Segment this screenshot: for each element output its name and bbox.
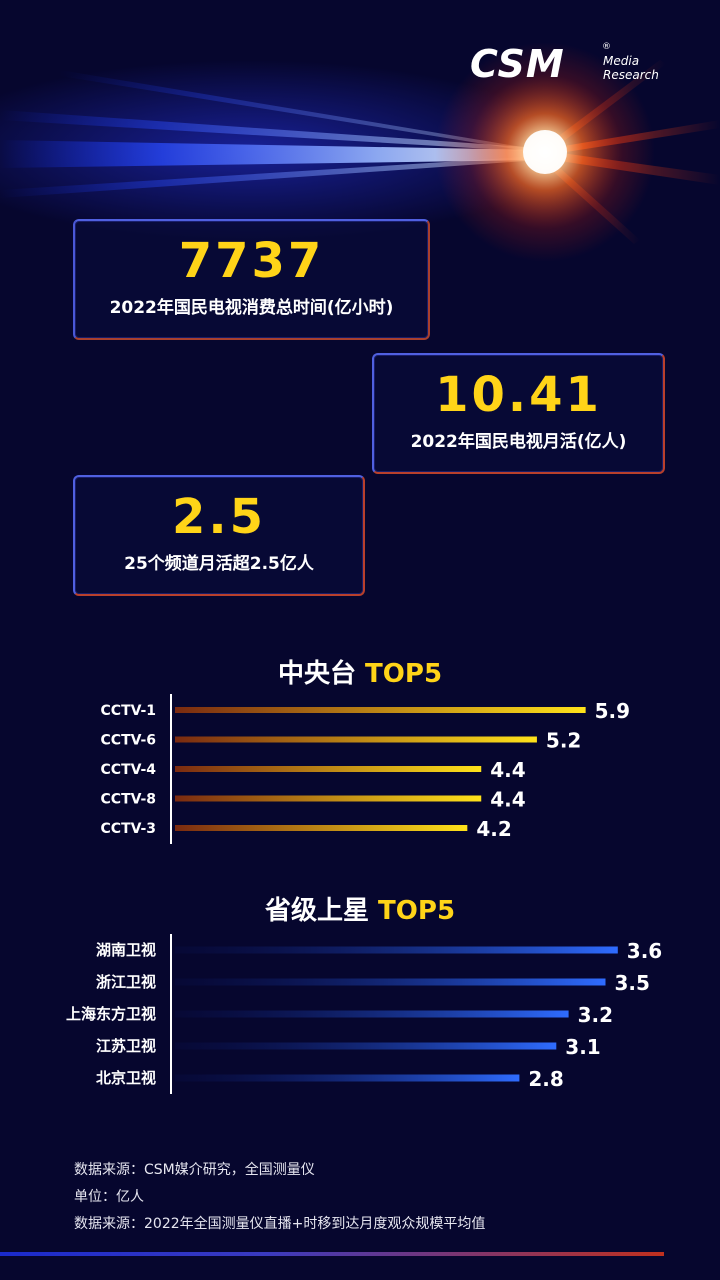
logo-media-text: Media: [603, 54, 640, 68]
stat-value: 7737: [178, 233, 325, 289]
category-label: CCTV-3: [101, 821, 156, 837]
stat-caption: 25个频道月活超2.5亿人: [124, 554, 314, 574]
cctv-chart-title-highlight: TOP5: [365, 659, 443, 689]
provincial-chart-title: 省级上星 TOP5: [0, 890, 720, 927]
stat-caption: 2022年国民电视消费总时间(亿小时): [109, 298, 394, 318]
bar: [175, 795, 482, 802]
category-label: 上海东方卫视: [66, 1005, 156, 1023]
value-label: 5.2: [546, 729, 581, 753]
bar: [175, 946, 618, 954]
value-label: 4.2: [476, 817, 511, 841]
cctv-top5-chart: CCTV-1 5.9 CCTV-6 5.2 CCTV-4 4.4 CCTV-8 4.4 CCTV…: [101, 694, 630, 844]
bar: [175, 825, 468, 831]
value-label: 3.2: [578, 1003, 613, 1027]
footer-method-line: 数据来源：2022年全国测量仪直播+时移到达月度观众规模平均值: [74, 1216, 486, 1232]
bar: [175, 1074, 520, 1082]
bottom-accent-line: [0, 1252, 664, 1256]
value-label: 2.8: [528, 1067, 563, 1091]
provincial-top5-chart: 湖南卫视 3.6 浙江卫视 3.5 上海东方卫视 3.2 江苏卫视 3.1 北京卫视 2.8: [66, 934, 662, 1094]
stat-value: 10.41: [435, 367, 602, 423]
category-label: CCTV-1: [101, 703, 156, 719]
value-label: 4.4: [490, 788, 525, 812]
bar: [175, 1042, 557, 1050]
stat-value: 2.5: [171, 489, 267, 545]
csm-logo: CSM ® Media Research: [470, 40, 670, 90]
bar: [175, 766, 482, 772]
stat-caption: 2022年国民电视月活(亿人): [410, 432, 627, 452]
bar: [175, 978, 606, 986]
category-label: 北京卫视: [96, 1069, 156, 1087]
stat-card-channels: 2.5 25个频道月活超2.5亿人: [73, 475, 365, 596]
logo-registered-mark: ®: [602, 42, 611, 52]
value-label: 4.4: [490, 758, 525, 782]
category-label: CCTV-6: [101, 733, 156, 749]
category-label: 江苏卫视: [96, 1037, 156, 1055]
bar: [175, 1010, 569, 1018]
bar: [175, 707, 586, 713]
footer-unit-line: 单位：亿人: [74, 1189, 144, 1205]
category-label: 浙江卫视: [96, 973, 156, 991]
logo-research-text: Research: [603, 68, 659, 82]
value-label: 3.1: [565, 1035, 600, 1059]
category-label: CCTV-8: [101, 792, 156, 808]
value-label: 3.6: [627, 939, 662, 963]
cctv-chart-title: 中央台 TOP5: [0, 653, 720, 690]
cctv-chart-title-text: 中央台: [277, 659, 356, 689]
provincial-chart-title-highlight: TOP5: [378, 896, 456, 926]
category-label: CCTV-4: [101, 762, 157, 778]
footer-source-line: 数据来源：CSM媒介研究，全国测量仪: [74, 1162, 315, 1178]
stat-card-total-time: 7737 2022年国民电视消费总时间(亿小时): [73, 219, 430, 340]
value-label: 3.5: [615, 971, 650, 995]
value-label: 5.9: [595, 699, 630, 723]
logo-main-text: CSM: [470, 42, 565, 86]
stat-card-monthly-active: 10.41 2022年国民电视月活(亿人): [372, 353, 665, 474]
provincial-chart-title-text: 省级上星: [264, 896, 369, 926]
category-label: 湖南卫视: [96, 941, 156, 959]
bar: [175, 736, 537, 743]
